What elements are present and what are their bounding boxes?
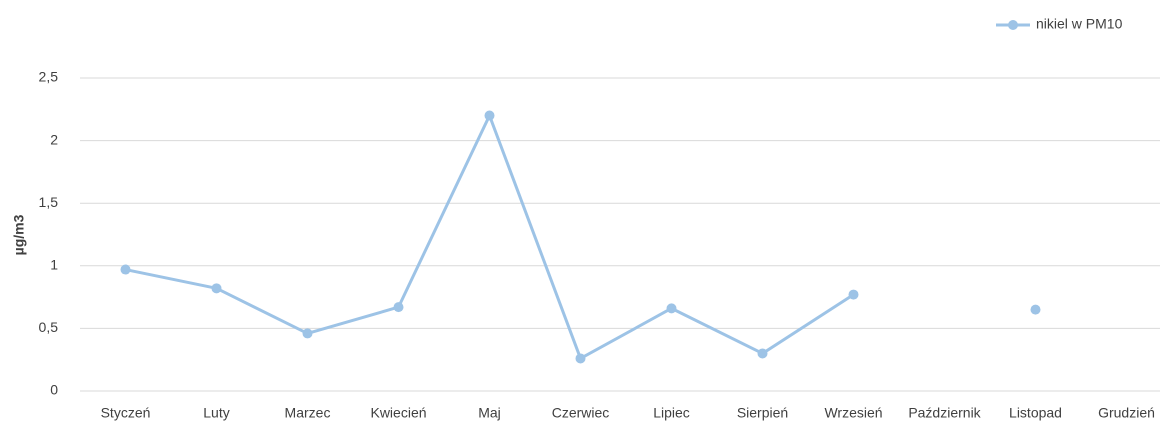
data-point bbox=[120, 264, 131, 275]
y-tick-label: 1 bbox=[50, 257, 58, 273]
x-tick-label: Kwiecień bbox=[370, 405, 426, 421]
x-tick-label: Lipiec bbox=[653, 405, 690, 421]
data-point bbox=[848, 289, 859, 300]
legend-label: nikiel w PM10 bbox=[1036, 16, 1123, 32]
y-tick-label: 0 bbox=[50, 382, 58, 398]
x-tick-label: Grudzień bbox=[1098, 405, 1155, 421]
data-point bbox=[757, 348, 768, 359]
y-tick-label: 2,5 bbox=[39, 69, 59, 85]
x-tick-label: Październik bbox=[908, 405, 981, 421]
data-point bbox=[1030, 304, 1041, 315]
data-point bbox=[575, 353, 586, 364]
x-tick-label: Wrzesień bbox=[824, 405, 882, 421]
data-point bbox=[484, 110, 495, 121]
data-point bbox=[666, 303, 677, 314]
x-tick-label: Sierpień bbox=[737, 405, 788, 421]
data-point bbox=[302, 328, 313, 339]
x-tick-label: Marzec bbox=[285, 405, 331, 421]
y-tick-label: 2 bbox=[50, 131, 58, 147]
x-tick-label: Maj bbox=[478, 405, 501, 421]
x-tick-label: Czerwiec bbox=[552, 405, 610, 421]
series-line bbox=[126, 116, 1036, 359]
legend-marker bbox=[1008, 20, 1018, 30]
data-point bbox=[211, 283, 222, 294]
y-tick-label: 1,5 bbox=[39, 194, 59, 210]
y-tick-label: 0,5 bbox=[39, 319, 59, 335]
y-axis-label: µg/m3 bbox=[11, 214, 27, 255]
x-tick-label: Listopad bbox=[1009, 405, 1062, 421]
x-tick-label: Luty bbox=[203, 405, 229, 421]
data-point bbox=[393, 302, 404, 313]
x-tick-label: Styczeń bbox=[101, 405, 151, 421]
